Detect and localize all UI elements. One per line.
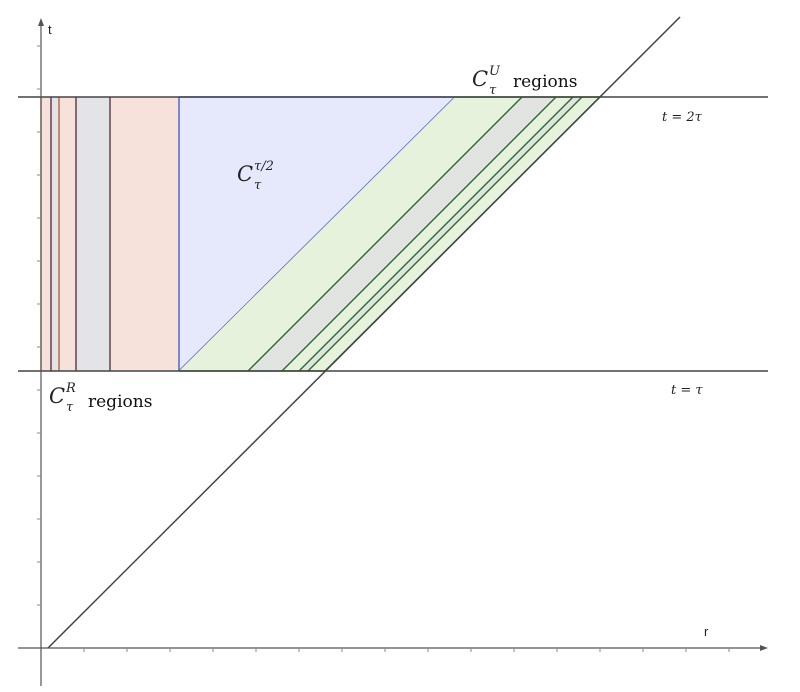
label-t-2tau: t = 2τ xyxy=(662,110,703,125)
cu-superscript: U xyxy=(489,64,501,79)
t-axis-label: t xyxy=(48,22,52,37)
r-axis-ticks xyxy=(83,648,730,652)
cu-regions-text: regions xyxy=(513,72,577,92)
cu-symbol: C xyxy=(472,67,488,91)
light-cone-diagonal xyxy=(47,16,681,649)
t-axis-arrow-icon xyxy=(38,18,44,26)
cu-band-1 xyxy=(179,97,522,371)
cu-bands xyxy=(179,96,601,372)
cr-strip-2 xyxy=(51,97,59,371)
t-axis-ticks xyxy=(37,45,41,606)
c-half-symbol: C xyxy=(237,162,253,186)
cr-symbol: C xyxy=(49,384,65,408)
c-half-subscript: τ xyxy=(254,178,262,193)
cr-strip-4 xyxy=(76,97,110,371)
cu-line-3 xyxy=(298,96,574,372)
cr-label: C R τ regions xyxy=(49,381,152,415)
cu-line-1 xyxy=(247,96,523,372)
c-half-label: C τ/2 τ xyxy=(237,159,274,193)
c-half-superscript: τ/2 xyxy=(254,159,274,174)
cu-label: C U τ regions xyxy=(472,64,577,98)
cr-strips xyxy=(40,97,179,371)
r-axis-label: r xyxy=(704,624,709,639)
cu-line-2 xyxy=(281,96,557,372)
cu-band-5 xyxy=(308,97,600,371)
cr-strip-5 xyxy=(110,97,179,371)
cr-superscript: R xyxy=(65,381,76,396)
cr-regions-text: regions xyxy=(88,392,152,412)
cu-line-4 xyxy=(307,96,583,372)
cr-strip-1 xyxy=(41,97,51,371)
cu-band-2 xyxy=(248,97,556,371)
cr-subscript: τ xyxy=(66,400,74,415)
cu-band-3 xyxy=(282,97,573,371)
cu-subscript: τ xyxy=(489,83,497,98)
cu-band-4 xyxy=(299,97,582,371)
axes xyxy=(18,18,768,686)
cr-strip-3 xyxy=(59,97,76,371)
r-axis-arrow-icon xyxy=(760,645,768,651)
label-t-tau: t = τ xyxy=(671,383,703,398)
